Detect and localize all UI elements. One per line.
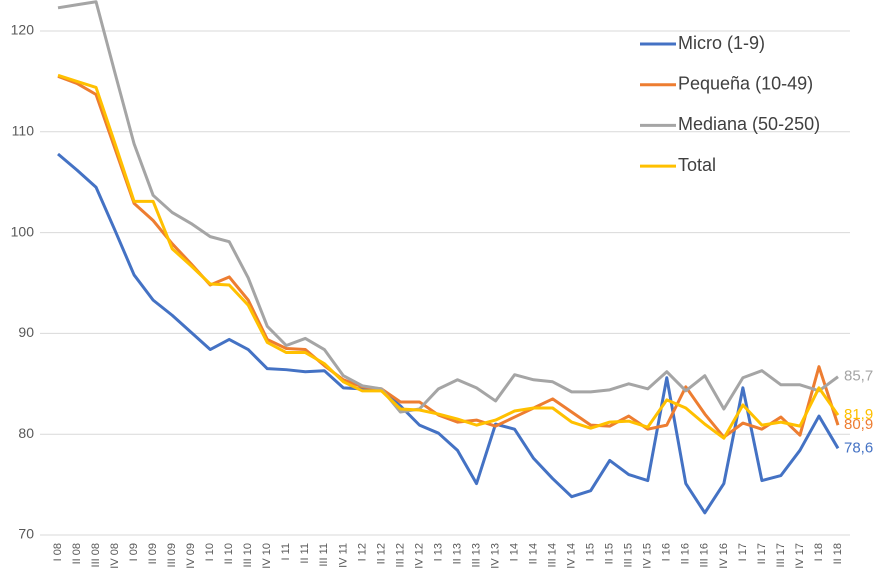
x-tick-label: IV 11: [337, 543, 349, 568]
x-tick-label: III 13: [470, 543, 482, 567]
y-tick-label: 120: [11, 22, 35, 38]
x-tick-label: III 09: [166, 543, 178, 567]
x-tick-label: II 13: [451, 543, 463, 564]
x-tick-label: IV 13: [489, 543, 501, 569]
x-tick-label: I 15: [585, 543, 597, 561]
legend-label: Mediana (50-250): [678, 114, 820, 134]
x-tick-label: III 10: [242, 543, 254, 567]
legend-label: Total: [678, 155, 716, 175]
x-tick-label: III 15: [623, 543, 635, 567]
x-tick-label: IV 12: [413, 543, 425, 569]
y-tick-label: 110: [12, 123, 35, 139]
x-tick-label: III 16: [699, 543, 711, 567]
x-tick-label: II 18: [832, 543, 844, 564]
x-tick-label: I 12: [356, 543, 368, 561]
y-tick-label: 90: [18, 324, 34, 340]
x-tick-label: II 10: [223, 543, 235, 564]
x-tick-label: I 17: [737, 543, 749, 561]
x-tick-label: I 16: [661, 543, 673, 561]
x-tick-label: III 14: [547, 543, 559, 567]
x-tick-label: III 12: [394, 543, 406, 567]
y-tick-label: 70: [18, 526, 34, 542]
x-tick-label: I 11: [280, 543, 292, 561]
x-tick-label: I 13: [432, 543, 444, 561]
x-tick-label: II 08: [71, 543, 83, 564]
x-tick-label: III 08: [90, 543, 102, 567]
series-line: [57, 73, 840, 440]
data-label: 81,9: [844, 406, 873, 423]
x-tick-label: IV 09: [185, 543, 197, 569]
legend-label: Micro (1-9): [678, 33, 765, 53]
x-tick-label: III 17: [775, 543, 787, 567]
data-label: 78,6: [844, 439, 873, 456]
data-label: 85,7: [844, 368, 873, 385]
x-tick-label: II 12: [375, 543, 387, 564]
x-tick-label: II 17: [756, 543, 768, 564]
x-tick-label: II 15: [604, 543, 616, 564]
x-tick-label: IV 08: [109, 543, 121, 569]
x-tick-label: II 09: [147, 543, 159, 564]
x-tick-label: II 16: [680, 543, 692, 564]
x-tick-label: I 14: [508, 543, 520, 561]
x-tick-label: I 10: [204, 543, 216, 561]
x-tick-label: III 11: [318, 543, 330, 567]
x-tick-label: IV 15: [642, 543, 654, 569]
series-line: [57, 152, 840, 515]
x-tick-label: II 11: [299, 543, 311, 564]
legend-label: Pequeña (10-49): [678, 73, 813, 93]
x-tick-label: IV 10: [261, 543, 273, 569]
data-label: 80,9: [844, 416, 873, 433]
x-tick-label: I 09: [128, 543, 140, 561]
x-tick-label: I 18: [813, 543, 825, 561]
x-tick-label: IV 14: [566, 543, 578, 569]
y-tick-label: 100: [11, 223, 35, 239]
series-line: [57, 0, 839, 414]
x-tick-label: IV 17: [794, 543, 806, 569]
y-tick-label: 80: [18, 425, 34, 441]
x-tick-label: IV 16: [718, 543, 730, 569]
x-tick-label: II 14: [528, 543, 540, 564]
x-tick-label: I 08: [52, 543, 64, 561]
series-line: [57, 74, 840, 439]
